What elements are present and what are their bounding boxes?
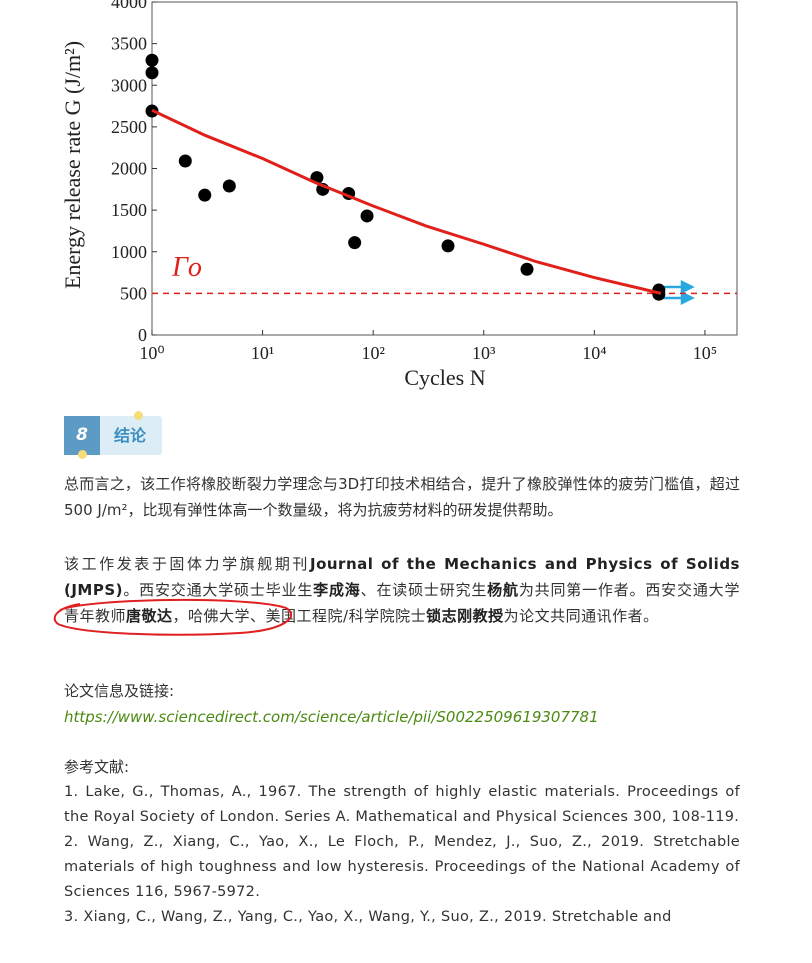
data-point (441, 239, 455, 253)
data-point (222, 179, 236, 193)
paragraph: 该工作发表于固体力学旗舰期刊Journal of the Mechanics a… (64, 551, 740, 629)
text-segment: 为论文共同通讯作者。 (503, 607, 659, 625)
data-point (348, 236, 362, 250)
badge-number: 8 (64, 416, 100, 455)
section-badge: 8 结论 (64, 416, 162, 455)
decor-dot (78, 450, 87, 459)
text-segment: 杨航 (487, 581, 519, 599)
text-segment: 该工作发表于固体力学旗舰期刊 (64, 555, 310, 573)
chart-bg (64, 0, 740, 396)
y-axis-label: Energy release rate G (J/m²) (60, 41, 85, 289)
fit-line (151, 108, 662, 295)
reference: 1. Lake, G., Thomas, A., 1967. The stren… (64, 784, 740, 825)
link[interactable]: https://www.sciencedirect.com/science/ar… (64, 708, 599, 726)
hand-drawn-circle (53, 598, 293, 636)
x-tick-label: 10² (361, 343, 384, 363)
y-tick-label: 0 (138, 325, 147, 345)
y-tick-label: 3000 (111, 75, 147, 95)
text-segment: 。西安交通大学硕士毕业生 (123, 581, 314, 599)
decor-dot (134, 411, 143, 420)
arrow-head (680, 290, 695, 306)
paragraph: 总而言之，该工作将橡胶断裂力学理念与3D打印技术相结合，提升了橡胶弹性体的疲劳门… (64, 475, 740, 519)
reference: 3. Xiang, C., Wang, Z., Yang, C., Yao, X… (64, 909, 672, 925)
arrow-head (680, 279, 695, 295)
x-tick-label: 10⁴ (582, 343, 606, 363)
data-point (145, 66, 159, 80)
text-segment: Journal of the Mechanics and Physics of … (64, 555, 740, 599)
circle-stroke (53, 598, 293, 636)
reference: 2. Wang, Z., Xiang, C., Yao, X., Le Floc… (64, 834, 740, 900)
y-tick-label: 4000 (111, 0, 147, 12)
y-tick-label: 2000 (111, 159, 147, 179)
refs-title: 参考文献: (64, 758, 130, 776)
text-segment: 李成海 (313, 581, 361, 599)
references: 1. Lake, G., Thomas, A., 1967. The stren… (64, 780, 740, 930)
y-tick-label: 1000 (111, 242, 147, 262)
data-point (360, 209, 374, 223)
y-tick-label: 3500 (111, 34, 147, 54)
x-axis-label: Cycles N (404, 365, 485, 390)
x-tick-label: 10³ (472, 343, 496, 363)
y-tick-label: 500 (120, 283, 147, 303)
x-tick-label: 10⁰ (139, 343, 164, 363)
data-point (145, 53, 159, 67)
y-tick-label: 2500 (111, 117, 147, 137)
text-segment: 为共同第一作者。西安交通大学青年教师 (64, 581, 740, 625)
arrows (662, 279, 695, 306)
chart: Energy release rate G (J/m²) Cycles N Γo… (60, 0, 740, 396)
y-tick-label: 1500 (111, 200, 147, 220)
data-point (178, 154, 192, 168)
data-point (198, 188, 212, 202)
text-segment: ，哈佛大学、美国工程院/科学院院士 (172, 607, 427, 625)
link-label: 论文信息及链接: (64, 682, 175, 700)
x-tick-label: 10⁵ (693, 343, 717, 363)
text-segment: 唐敬达 (126, 607, 173, 625)
x-tick-label: 10¹ (251, 343, 274, 363)
text-segment: 、在读硕士研究生 (360, 581, 488, 599)
annotation: Γo (171, 252, 202, 283)
data-point (520, 262, 534, 276)
text-segment: 锁志刚教授 (426, 607, 504, 625)
badge-title: 结论 (114, 426, 147, 445)
